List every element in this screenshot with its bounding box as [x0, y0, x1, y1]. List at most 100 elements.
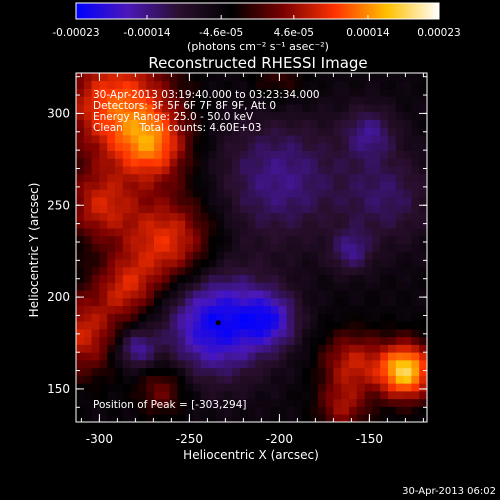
- heatmap-cell: [239, 305, 248, 314]
- heatmap-cell: [200, 173, 209, 182]
- heatmap-cell: [239, 73, 248, 82]
- heatmap-cell: [91, 173, 100, 182]
- heatmap-cell: [349, 166, 358, 175]
- heatmap-cell: [193, 166, 202, 175]
- heatmap-cell: [239, 173, 248, 182]
- heatmap-cell: [247, 321, 256, 330]
- heatmap-cell: [341, 80, 350, 89]
- heatmap-cell: [216, 197, 225, 206]
- heatmap-cell: [161, 390, 170, 400]
- heatmap-cell: [380, 173, 389, 182]
- heatmap-cell: [107, 259, 116, 268]
- heatmap-cell: [91, 142, 100, 151]
- heatmap-cell: [403, 266, 412, 276]
- heatmap-cell: [177, 344, 186, 353]
- heatmap-cell: [349, 243, 358, 252]
- heatmap-cell: [388, 398, 397, 407]
- heatmap-cell: [364, 274, 373, 283]
- heatmap-cell: [255, 243, 264, 252]
- heatmap-cell: [380, 158, 389, 167]
- heatmap-cell: [91, 321, 100, 330]
- heatmap-cell: [185, 220, 194, 229]
- heatmap-cell: [317, 197, 326, 206]
- heatmap-cell: [138, 111, 147, 120]
- heatmap-cell: [247, 158, 256, 167]
- heatmap-cell: [208, 290, 217, 299]
- heatmap-cell: [122, 204, 131, 213]
- heatmap-cell: [76, 274, 85, 283]
- heatmap-cell: [356, 328, 365, 338]
- heatmap-cell: [380, 259, 389, 268]
- heatmap-cell: [380, 119, 389, 128]
- heatmap-cell: [107, 352, 116, 361]
- heatmap-cell: [99, 142, 108, 151]
- heatmap-cell: [263, 297, 272, 307]
- heatmap-cell: [239, 321, 248, 330]
- heatmap-cell: [208, 204, 217, 213]
- heatmap-cell: [115, 344, 124, 353]
- heatmap-cell: [278, 336, 287, 345]
- heatmap-cell: [200, 352, 209, 361]
- heatmap-cell: [278, 104, 287, 113]
- heatmap-cell: [247, 204, 256, 213]
- heatmap-cell: [310, 352, 319, 361]
- heatmap-cell: [403, 204, 412, 213]
- heatmap-cell: [232, 150, 241, 159]
- heatmap-cell: [193, 290, 202, 299]
- heatmap-cell: [395, 119, 404, 128]
- heatmap-cell: [255, 204, 264, 213]
- heatmap-cell: [138, 383, 147, 392]
- heatmap-cell: [239, 259, 248, 268]
- heatmap-cell: [349, 266, 358, 276]
- heatmap-cell: [185, 111, 194, 120]
- heatmap-cell: [286, 204, 295, 213]
- heatmap-cell: [372, 158, 381, 167]
- heatmap-cell: [76, 220, 85, 229]
- heatmap-cell: [255, 352, 264, 361]
- heatmap-cell: [232, 96, 241, 105]
- heatmap-cell: [349, 297, 358, 307]
- heatmap-cell: [294, 204, 303, 213]
- heatmap-cell: [380, 111, 389, 120]
- heatmap-cell: [333, 259, 342, 268]
- heatmap-cell: [317, 375, 326, 384]
- heatmap-cell: [247, 282, 256, 291]
- heatmap-cell: [115, 290, 124, 299]
- heatmap-cell: [278, 321, 287, 330]
- heatmap-cell: [372, 297, 381, 307]
- heatmap-cell: [239, 181, 248, 190]
- heatmap-cell: [208, 158, 217, 167]
- heatmap-cell: [294, 142, 303, 151]
- heatmap-cell: [185, 142, 194, 151]
- heatmap-cell: [278, 251, 287, 260]
- heatmap-cell: [138, 73, 147, 82]
- heatmap-cell: [419, 166, 428, 175]
- heatmap-cell: [76, 414, 85, 423]
- heatmap-cell: [255, 111, 264, 120]
- heatmap-cell: [107, 235, 116, 245]
- heatmap-cell: [83, 383, 92, 392]
- heatmap-cell: [286, 375, 295, 384]
- heatmap-cell: [146, 166, 155, 175]
- heatmap-cell: [146, 80, 155, 89]
- heatmap-cell: [302, 352, 311, 361]
- heatmap-cell: [232, 111, 241, 120]
- heatmap-cell: [419, 228, 428, 237]
- heatmap-cell: [193, 88, 202, 97]
- heatmap-cell: [91, 282, 100, 291]
- heatmap-cell: [200, 142, 209, 151]
- heatmap-cell: [83, 220, 92, 229]
- heatmap-cell: [333, 189, 342, 198]
- heatmap-cell: [239, 88, 248, 97]
- annotation-detectors: Detectors: 3F 5F 6F 7F 8F 9F, Att 0: [93, 100, 276, 112]
- heatmap-cell: [341, 181, 350, 190]
- heatmap-cell: [154, 119, 163, 128]
- heatmap-cell: [372, 150, 381, 159]
- heatmap-cell: [255, 135, 264, 144]
- heatmap-cell: [122, 390, 131, 400]
- heatmap-cell: [99, 212, 108, 221]
- heatmap-cell: [294, 352, 303, 361]
- heatmap-cell: [388, 235, 397, 245]
- heatmap-cell: [83, 266, 92, 276]
- heatmap-cell: [310, 367, 319, 376]
